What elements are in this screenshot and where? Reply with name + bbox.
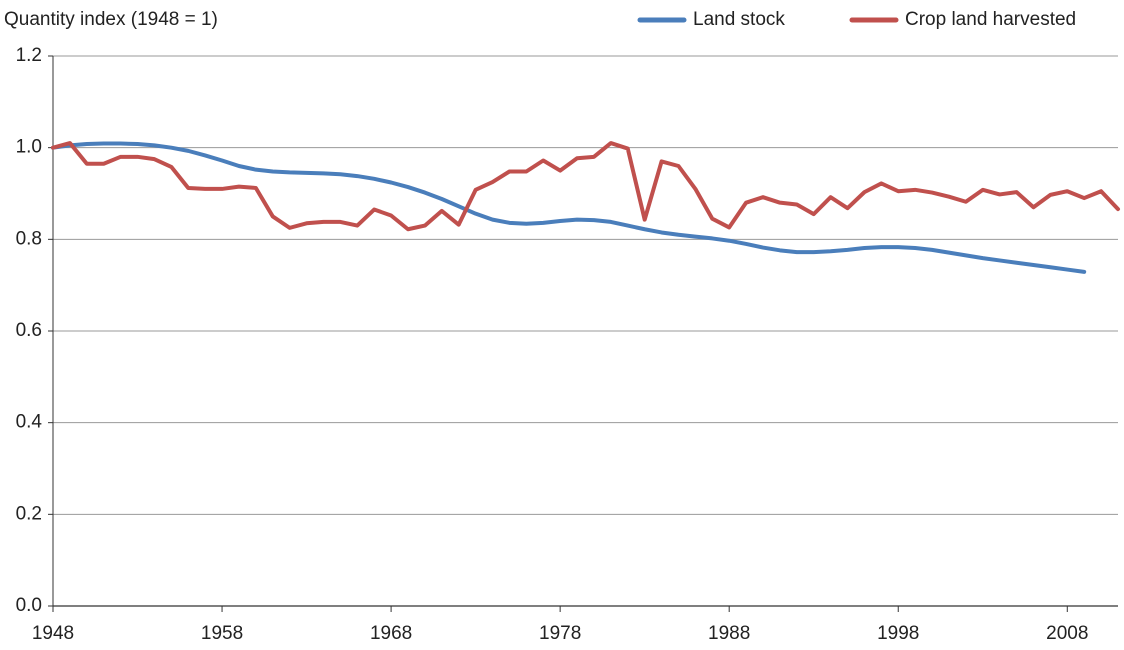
x-tick-label: 2008 bbox=[1046, 623, 1088, 644]
data-line bbox=[51, 141, 1087, 274]
x-tick-label: 1958 bbox=[201, 623, 243, 644]
x-tick-label: 1978 bbox=[539, 623, 581, 644]
y-tick-label: 0.4 bbox=[16, 412, 43, 433]
data-line bbox=[51, 141, 1120, 232]
y-tick-label: 0.8 bbox=[16, 228, 42, 249]
x-tick-label: 1948 bbox=[32, 623, 74, 644]
y-tick-label: 0.0 bbox=[16, 595, 42, 616]
x-tick-label: 1968 bbox=[370, 623, 412, 644]
y-axis-title: Quantity index (1948 = 1) bbox=[4, 9, 218, 30]
x-tick-label: 1988 bbox=[708, 623, 750, 644]
legend-label: Crop land harvested bbox=[905, 9, 1076, 30]
y-tick-label: 1.0 bbox=[16, 137, 42, 158]
legend-label: Land stock bbox=[693, 9, 785, 30]
x-tick-label: 1998 bbox=[877, 623, 919, 644]
y-tick-label: 0.6 bbox=[16, 320, 42, 341]
y-tick-label: 0.2 bbox=[16, 503, 42, 524]
y-tick-label: 1.2 bbox=[16, 45, 42, 66]
